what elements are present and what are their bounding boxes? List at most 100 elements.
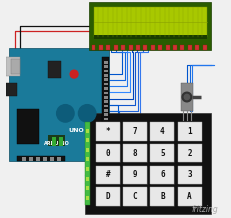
Bar: [59, 137, 63, 140]
Bar: [97, 167, 121, 185]
Bar: [103, 118, 108, 120]
Bar: [103, 65, 108, 68]
Bar: [59, 140, 63, 143]
Text: UNO: UNO: [68, 128, 84, 133]
Text: 9: 9: [133, 170, 137, 179]
Bar: [103, 100, 108, 103]
Bar: [11, 59, 20, 74]
Bar: [103, 70, 108, 72]
Bar: [121, 45, 125, 50]
Circle shape: [70, 70, 78, 78]
Bar: [123, 144, 147, 162]
Bar: [86, 186, 89, 190]
Bar: [181, 83, 193, 111]
Bar: [103, 92, 108, 94]
Bar: [85, 122, 90, 205]
Bar: [103, 87, 108, 90]
Bar: [103, 105, 108, 107]
Bar: [124, 123, 148, 141]
Bar: [94, 35, 207, 39]
Bar: [17, 156, 65, 161]
Bar: [114, 45, 118, 50]
Text: #: #: [106, 170, 110, 179]
Bar: [179, 145, 203, 163]
Bar: [151, 145, 175, 163]
Bar: [151, 167, 175, 185]
Bar: [86, 196, 89, 200]
Bar: [36, 157, 40, 161]
Text: 0: 0: [106, 149, 110, 158]
Bar: [52, 143, 56, 146]
Bar: [57, 157, 61, 161]
Bar: [96, 166, 120, 184]
Bar: [179, 167, 203, 185]
Text: fritzing: fritzing: [191, 205, 218, 214]
Text: *: *: [106, 127, 110, 136]
Text: 2: 2: [187, 149, 192, 158]
Bar: [151, 188, 175, 207]
Circle shape: [57, 105, 74, 122]
Bar: [103, 61, 108, 64]
Bar: [97, 188, 121, 207]
Bar: [59, 143, 63, 146]
Text: 8: 8: [133, 149, 137, 158]
Bar: [129, 45, 133, 50]
Bar: [123, 166, 147, 184]
Bar: [103, 83, 108, 85]
Bar: [103, 78, 108, 81]
Text: 1: 1: [187, 127, 192, 136]
Bar: [89, 2, 211, 50]
Bar: [97, 123, 121, 141]
Bar: [97, 145, 121, 163]
Bar: [179, 188, 203, 207]
Bar: [124, 145, 148, 163]
Bar: [86, 177, 89, 181]
Text: C: C: [133, 192, 137, 201]
Bar: [50, 157, 54, 161]
Bar: [179, 123, 203, 141]
Bar: [158, 45, 162, 50]
Circle shape: [182, 92, 192, 102]
Text: A: A: [187, 192, 192, 201]
Bar: [86, 148, 89, 152]
Text: D: D: [106, 192, 110, 201]
Bar: [178, 187, 202, 206]
Bar: [151, 45, 155, 50]
Bar: [103, 74, 108, 77]
Circle shape: [184, 94, 189, 100]
Bar: [52, 140, 56, 143]
Text: 3: 3: [187, 170, 192, 179]
Bar: [86, 167, 89, 171]
Bar: [180, 45, 184, 50]
Bar: [103, 96, 108, 99]
Bar: [85, 113, 211, 214]
Bar: [178, 144, 202, 162]
Bar: [102, 57, 109, 122]
Bar: [91, 45, 95, 50]
Bar: [99, 45, 103, 50]
Bar: [195, 45, 199, 50]
Bar: [150, 187, 174, 206]
Bar: [124, 188, 148, 207]
Bar: [48, 61, 61, 78]
Bar: [52, 137, 56, 140]
Bar: [48, 135, 65, 146]
Bar: [86, 138, 89, 142]
Bar: [123, 122, 147, 141]
Bar: [150, 122, 174, 141]
Bar: [6, 83, 17, 96]
Bar: [94, 7, 207, 37]
Bar: [106, 45, 110, 50]
Bar: [103, 109, 108, 112]
Text: B: B: [160, 192, 165, 201]
Bar: [22, 157, 26, 161]
Bar: [203, 45, 207, 50]
Bar: [96, 187, 120, 206]
Bar: [6, 57, 20, 76]
Circle shape: [79, 105, 96, 122]
Bar: [123, 187, 147, 206]
Bar: [150, 144, 174, 162]
Bar: [96, 122, 120, 141]
Text: 4: 4: [160, 127, 165, 136]
Text: 6: 6: [160, 170, 165, 179]
